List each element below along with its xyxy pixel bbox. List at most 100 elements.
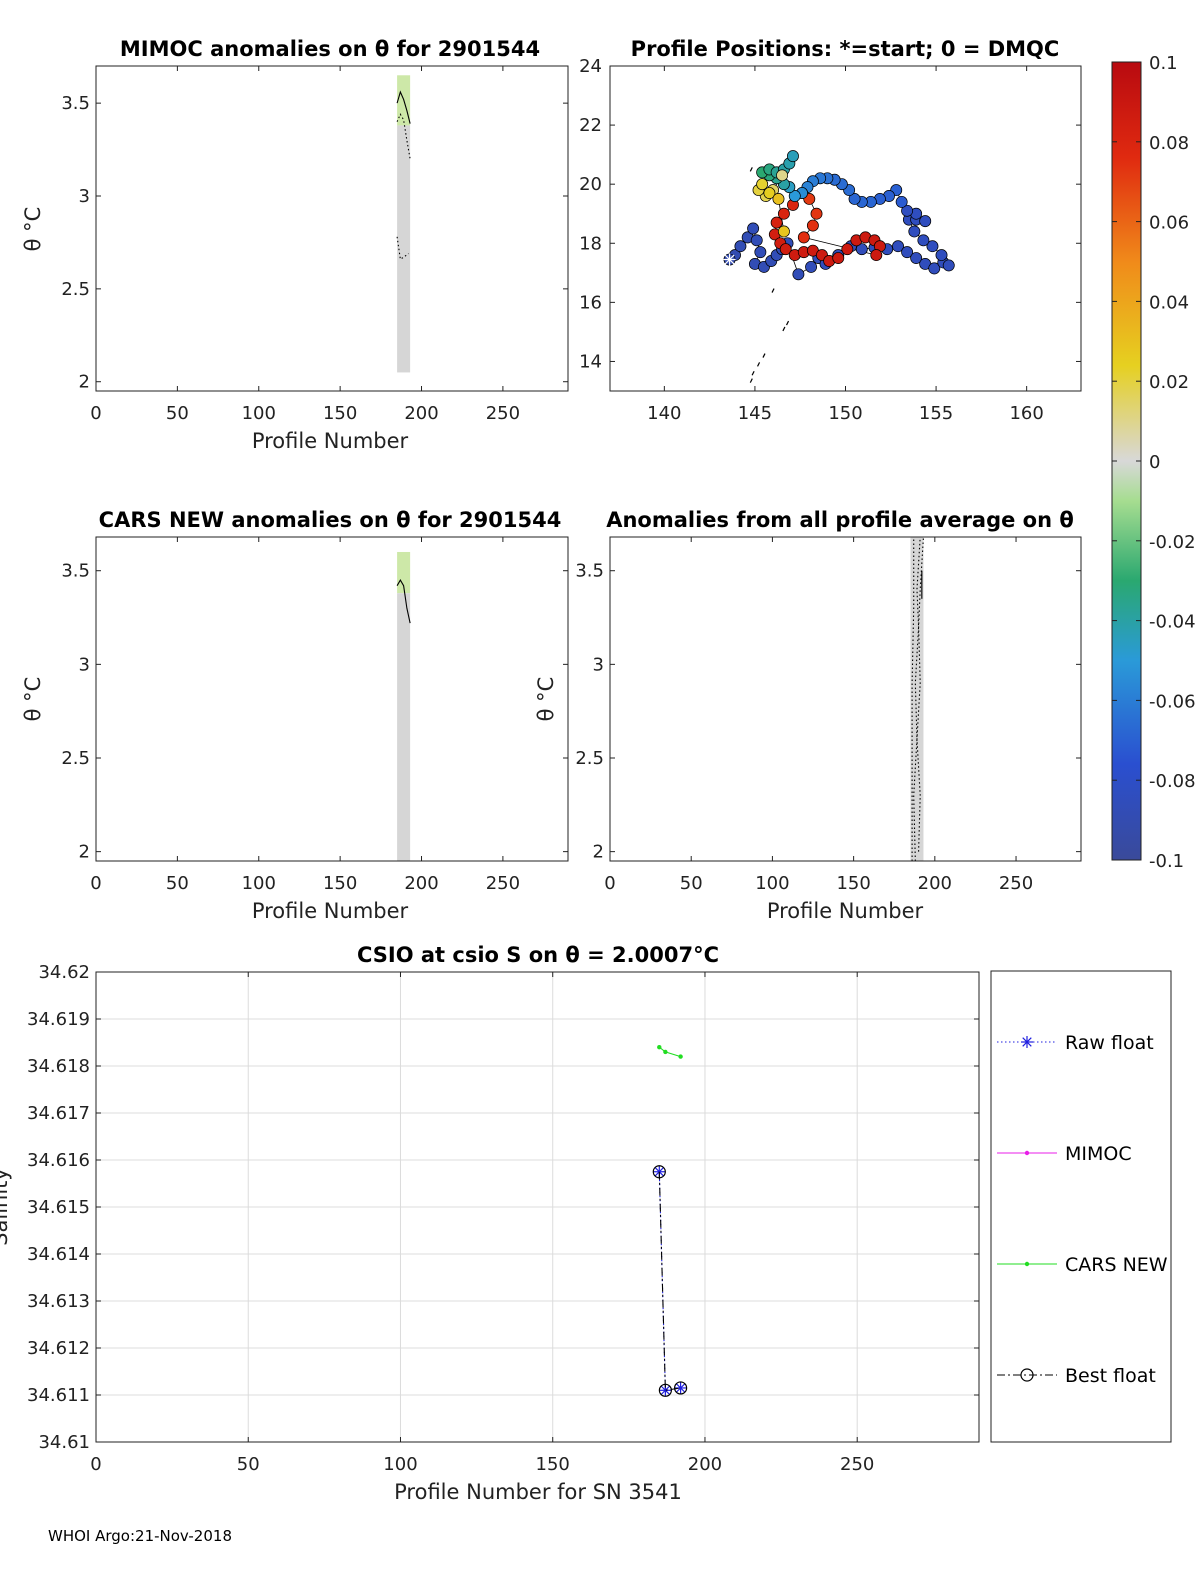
colorbar-tick-label: 0.08 [1149, 133, 1189, 154]
position-speck [782, 326, 786, 332]
x-tick-label: 140 [647, 403, 681, 424]
profile-position [855, 243, 868, 256]
x-tick-label: 100 [242, 873, 276, 894]
anomaly-cell [397, 551, 411, 594]
x-tick-label: 150 [323, 873, 357, 894]
x-tick-label: 160 [1009, 403, 1043, 424]
profile-position [792, 268, 805, 281]
profile-position [787, 150, 799, 163]
colorbar-ticks: 0.1 0.08 0.06 0.04 0.02 0 -0.02 -0.04 -0.06 -0.08… [1112, 53, 1196, 872]
star-stroke [675, 1383, 686, 1393]
colorbar-tick-label: -0.08 [1149, 771, 1196, 792]
profile-position [848, 193, 861, 205]
profile-position [797, 231, 810, 244]
position-speck [771, 288, 775, 293]
y-tick-label: 16 [579, 292, 602, 313]
x-tick-label: 50 [237, 1454, 260, 1475]
y-tick-label: 3.5 [61, 561, 90, 582]
legend-label: CARS NEW [1065, 1254, 1168, 1276]
dot-marker [1024, 1150, 1030, 1156]
p5-plot [652, 1045, 688, 1397]
profile-position [901, 246, 914, 259]
p2-frame [609, 65, 1082, 392]
profile-position [776, 169, 789, 182]
title-all-profile: Anomalies from all profile average on θ [606, 508, 1074, 532]
profile-position [928, 262, 941, 275]
xlabel-all-profile: Profile Number [767, 899, 924, 923]
x-tick-label: 50 [166, 873, 189, 894]
profile-position [901, 204, 914, 217]
ylabel-all-profile: θ °C [534, 677, 558, 722]
anomaly-cell [910, 537, 924, 861]
profile-position [926, 240, 939, 253]
title-cars: CARS NEW anomalies on θ for 2901544 [99, 508, 562, 532]
theta-profile-line [396, 90, 411, 124]
anomaly-cell [397, 125, 411, 373]
p4-frame [609, 536, 1082, 862]
x-tick-label: 150 [536, 1454, 570, 1475]
colorbar-tick-label: -0.04 [1149, 612, 1196, 633]
y-tick-label: 34.614 [27, 1244, 90, 1265]
theta-profile-line [916, 536, 925, 852]
profile-position [770, 216, 783, 229]
dot-marker [663, 1049, 668, 1055]
ylabel-csio: Salinity [0, 1168, 12, 1246]
profile-position [935, 249, 948, 262]
y-tick-label: 34.619 [27, 1009, 90, 1030]
x-tick-label: 0 [90, 873, 101, 894]
profile-position [841, 243, 854, 256]
star-marker [1021, 1036, 1033, 1048]
p2-axes: 140 145 150 155 160 14 16 18 20 22 24 [579, 56, 1082, 424]
star-marker [674, 1381, 687, 1394]
y-tick-label: 3.5 [575, 561, 604, 582]
profile-position [777, 225, 790, 238]
profile-position [917, 234, 930, 247]
x-tick-label: 250 [486, 873, 520, 894]
profile-position [910, 252, 923, 264]
x-tick-label: 150 [828, 403, 862, 424]
star-marker [659, 1384, 672, 1397]
p3-plot [396, 551, 411, 861]
y-tick-label: 34.613 [27, 1291, 90, 1312]
x-tick-label: 200 [918, 873, 952, 894]
y-tick-label: 34.611 [27, 1385, 90, 1406]
y-tick-label: 34.618 [27, 1056, 90, 1077]
profile-position [942, 259, 955, 272]
x-tick-label: 200 [404, 873, 438, 894]
x-tick-label: 0 [90, 403, 101, 424]
profile-position [908, 225, 921, 238]
x-tick-label: 145 [738, 403, 772, 424]
colorbar-tick-label: -0.1 [1149, 851, 1184, 872]
x-tick-label: 100 [755, 873, 789, 894]
circle-marker [674, 1381, 688, 1395]
profile-position [779, 243, 792, 256]
star-stroke [660, 1385, 671, 1396]
title-positions: Profile Positions: *=start; 0 = DMQC [631, 37, 1060, 61]
y-tick-label: 14 [579, 351, 602, 372]
y-tick-label: 2.5 [575, 748, 604, 769]
y-tick-label: 2 [79, 372, 90, 393]
profile-position [895, 195, 908, 208]
legend: Raw float MIMOC CARS NEW Best float [990, 970, 1172, 1443]
start-star-stroke [724, 254, 735, 265]
y-tick-label: 2.5 [61, 279, 90, 300]
profile-position [805, 260, 818, 273]
position-speck [749, 167, 753, 172]
profile-position [772, 193, 785, 205]
series-line [658, 1046, 681, 1058]
x-tick-label: 150 [836, 873, 870, 894]
y-tick-label: 3.5 [61, 93, 90, 114]
legend-label: Best float [1065, 1365, 1156, 1387]
x-tick-label: 0 [604, 873, 615, 894]
colorbar-tick-label: 0.02 [1149, 372, 1189, 393]
p1-frame [95, 65, 569, 392]
profile-position [788, 190, 801, 202]
p3-axes: 0 50 100 150 200 250 2 2.5 3 3.5 [61, 536, 569, 894]
series-line [658, 1171, 681, 1391]
profile-position [892, 240, 904, 253]
ylabel-cars: θ °C [21, 677, 45, 722]
theta-profile-line [396, 113, 411, 159]
x-tick-label: 250 [486, 403, 520, 424]
theta-profile-line [396, 578, 411, 624]
colorbar-tick-label: 0.06 [1149, 213, 1189, 234]
